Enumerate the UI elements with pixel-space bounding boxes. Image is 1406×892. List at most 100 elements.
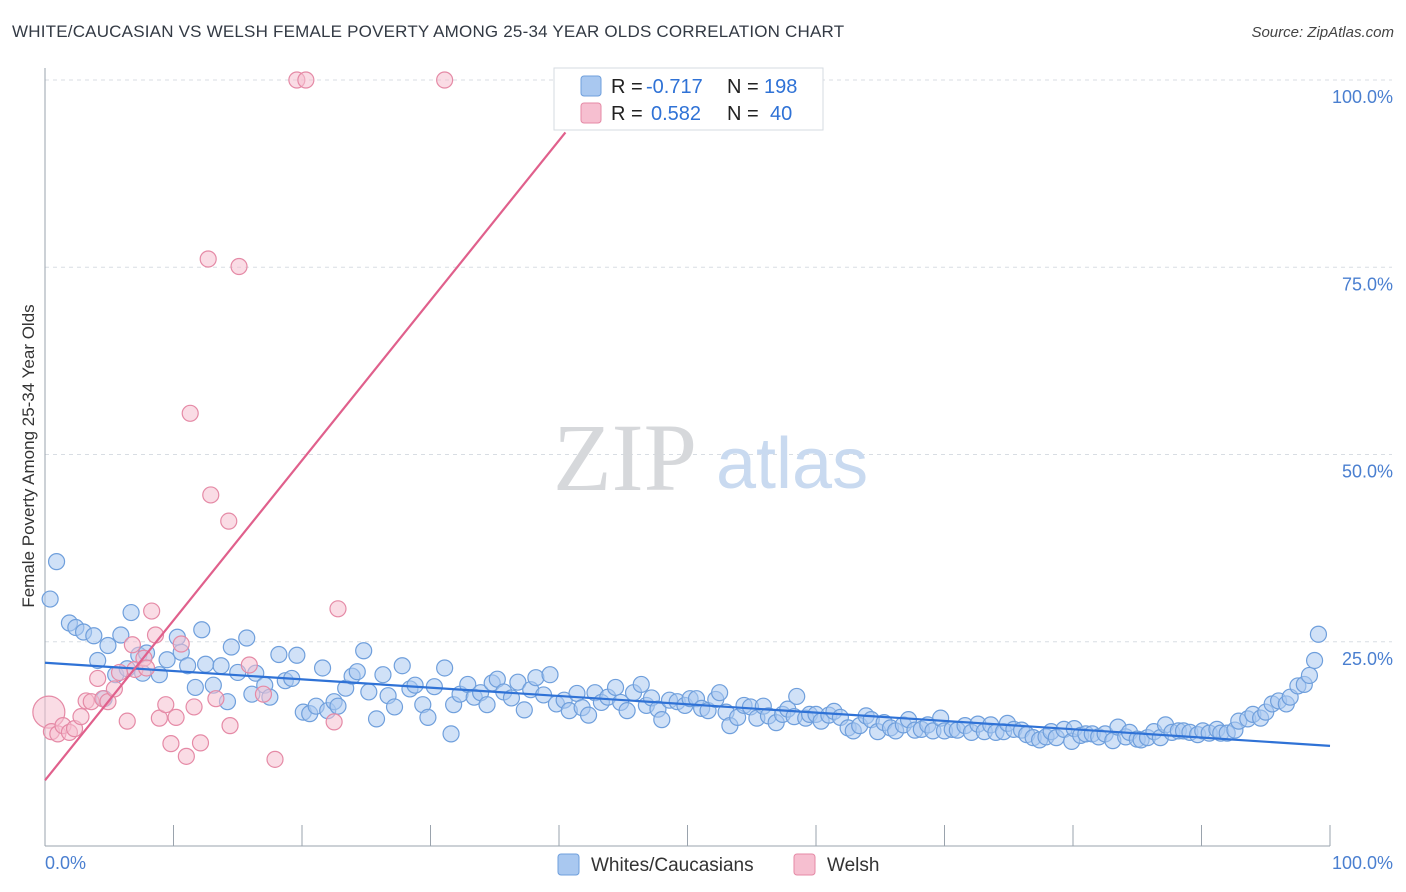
whites-point xyxy=(1300,666,1319,685)
whites-point xyxy=(313,659,332,677)
welsh-point xyxy=(202,486,220,504)
welsh-point xyxy=(329,600,347,618)
legend-swatch-whites xyxy=(580,75,602,97)
whites-point xyxy=(527,669,545,687)
whites-point xyxy=(186,678,204,697)
gridlines xyxy=(45,79,1392,643)
whites-point xyxy=(158,651,176,669)
whites-point xyxy=(270,645,288,664)
welsh-point xyxy=(118,712,136,730)
legend-n-value-welsh: 40 xyxy=(770,103,792,125)
whites-point xyxy=(360,683,378,701)
legend-r-value-whites: -0.717 xyxy=(646,76,703,98)
chart-source: Source: ZipAtlas.com xyxy=(1251,24,1394,41)
whites-point xyxy=(509,673,527,691)
watermark-atlas: atlas xyxy=(716,424,868,504)
bottom-legend-label-whites: Whites/Caucasians xyxy=(591,855,754,876)
whites-point xyxy=(41,590,59,608)
whites-point xyxy=(222,638,240,656)
whites-point xyxy=(568,684,586,703)
whites-point xyxy=(1309,625,1328,643)
welsh-point xyxy=(325,713,343,731)
whites-point xyxy=(89,651,107,670)
welsh-point xyxy=(177,747,195,765)
whites-point xyxy=(653,711,671,729)
whites-point xyxy=(179,657,197,675)
whites-point xyxy=(329,697,347,715)
whites-point xyxy=(515,701,533,719)
whites-point xyxy=(632,675,650,694)
legend-swatch-welsh xyxy=(580,102,602,124)
y-axis-label: Female Poverty Among 25-34 Year Olds xyxy=(19,304,38,607)
legend-r-label-whites: R = xyxy=(611,76,643,98)
series-legend: Whites/Caucasians Welsh xyxy=(557,853,879,876)
correlation-legend: R = -0.717 N = 198 R = 0.582 N = 40 xyxy=(553,67,824,131)
whites-point xyxy=(99,636,117,655)
legend-r-value-welsh: 0.582 xyxy=(651,103,701,125)
legend-n-label-welsh: N = xyxy=(727,103,759,125)
x-tick-label-0: 0.0% xyxy=(45,853,86,873)
welsh-point xyxy=(191,734,210,752)
whites-point xyxy=(374,666,392,684)
y-tick-label-25: 25.0% xyxy=(1342,649,1393,669)
whites-point xyxy=(212,657,230,675)
welsh-point xyxy=(254,685,273,703)
whites-point xyxy=(711,684,729,702)
whites-point xyxy=(197,655,215,673)
welsh-point xyxy=(157,696,175,714)
whites-point xyxy=(606,678,625,697)
trend-line-whites xyxy=(44,661,1331,747)
welsh-point xyxy=(162,735,180,753)
welsh-point xyxy=(172,635,190,653)
welsh-point xyxy=(89,669,107,688)
y-tick-label-75: 75.0% xyxy=(1342,274,1393,294)
whites-point xyxy=(122,603,140,622)
welsh-point xyxy=(185,698,203,716)
whites-point xyxy=(288,646,306,664)
legend-r-label-welsh: R = xyxy=(611,103,643,125)
whites-point xyxy=(367,710,386,728)
whites-point xyxy=(579,706,598,724)
whites-point xyxy=(47,553,66,571)
whites-point xyxy=(541,666,559,684)
welsh-point xyxy=(221,717,239,735)
whites-point xyxy=(1305,651,1324,670)
whites-point xyxy=(385,698,404,716)
x-tick-label-100: 100.0% xyxy=(1332,853,1393,873)
trend-line-welsh xyxy=(44,131,567,782)
welsh-point xyxy=(297,71,315,89)
chart-title: WHITE/CAUCASIAN VS WELSH FEMALE POVERTY … xyxy=(12,22,845,41)
whites-point xyxy=(419,708,437,726)
whites-point xyxy=(348,663,366,681)
bottom-legend-swatch-whites xyxy=(557,853,580,876)
whites-point xyxy=(788,687,806,706)
welsh-point xyxy=(143,602,161,620)
welsh-point xyxy=(181,404,199,422)
legend-n-value-whites: 198 xyxy=(764,76,797,98)
y-tick-label-50: 50.0% xyxy=(1342,462,1393,482)
welsh-point xyxy=(199,250,217,268)
welsh-point xyxy=(220,512,238,530)
whites-point xyxy=(618,702,636,720)
x-tick-labels: 0.0% 100.0% xyxy=(45,853,1393,873)
welsh-point xyxy=(123,636,141,654)
whites-point xyxy=(85,627,103,645)
whites-point xyxy=(393,657,411,675)
watermark-zip: ZIP xyxy=(553,404,697,511)
whites-point xyxy=(112,626,130,644)
series-welsh-points xyxy=(32,71,454,768)
whites-point xyxy=(478,696,496,714)
bottom-legend-label-welsh: Welsh xyxy=(827,855,879,876)
welsh-point xyxy=(105,680,123,698)
bottom-legend-swatch-welsh xyxy=(793,853,816,876)
welsh-point xyxy=(266,750,284,768)
x-axis-ticks xyxy=(44,825,1331,846)
welsh-point xyxy=(436,71,454,89)
legend-n-label-whites: N = xyxy=(727,76,759,98)
welsh-point xyxy=(230,257,248,276)
welsh-point xyxy=(167,708,185,726)
whites-point xyxy=(406,676,424,694)
y-tick-labels: 25.0% 50.0% 75.0% 100.0% xyxy=(1332,87,1393,669)
whites-point xyxy=(355,642,373,660)
